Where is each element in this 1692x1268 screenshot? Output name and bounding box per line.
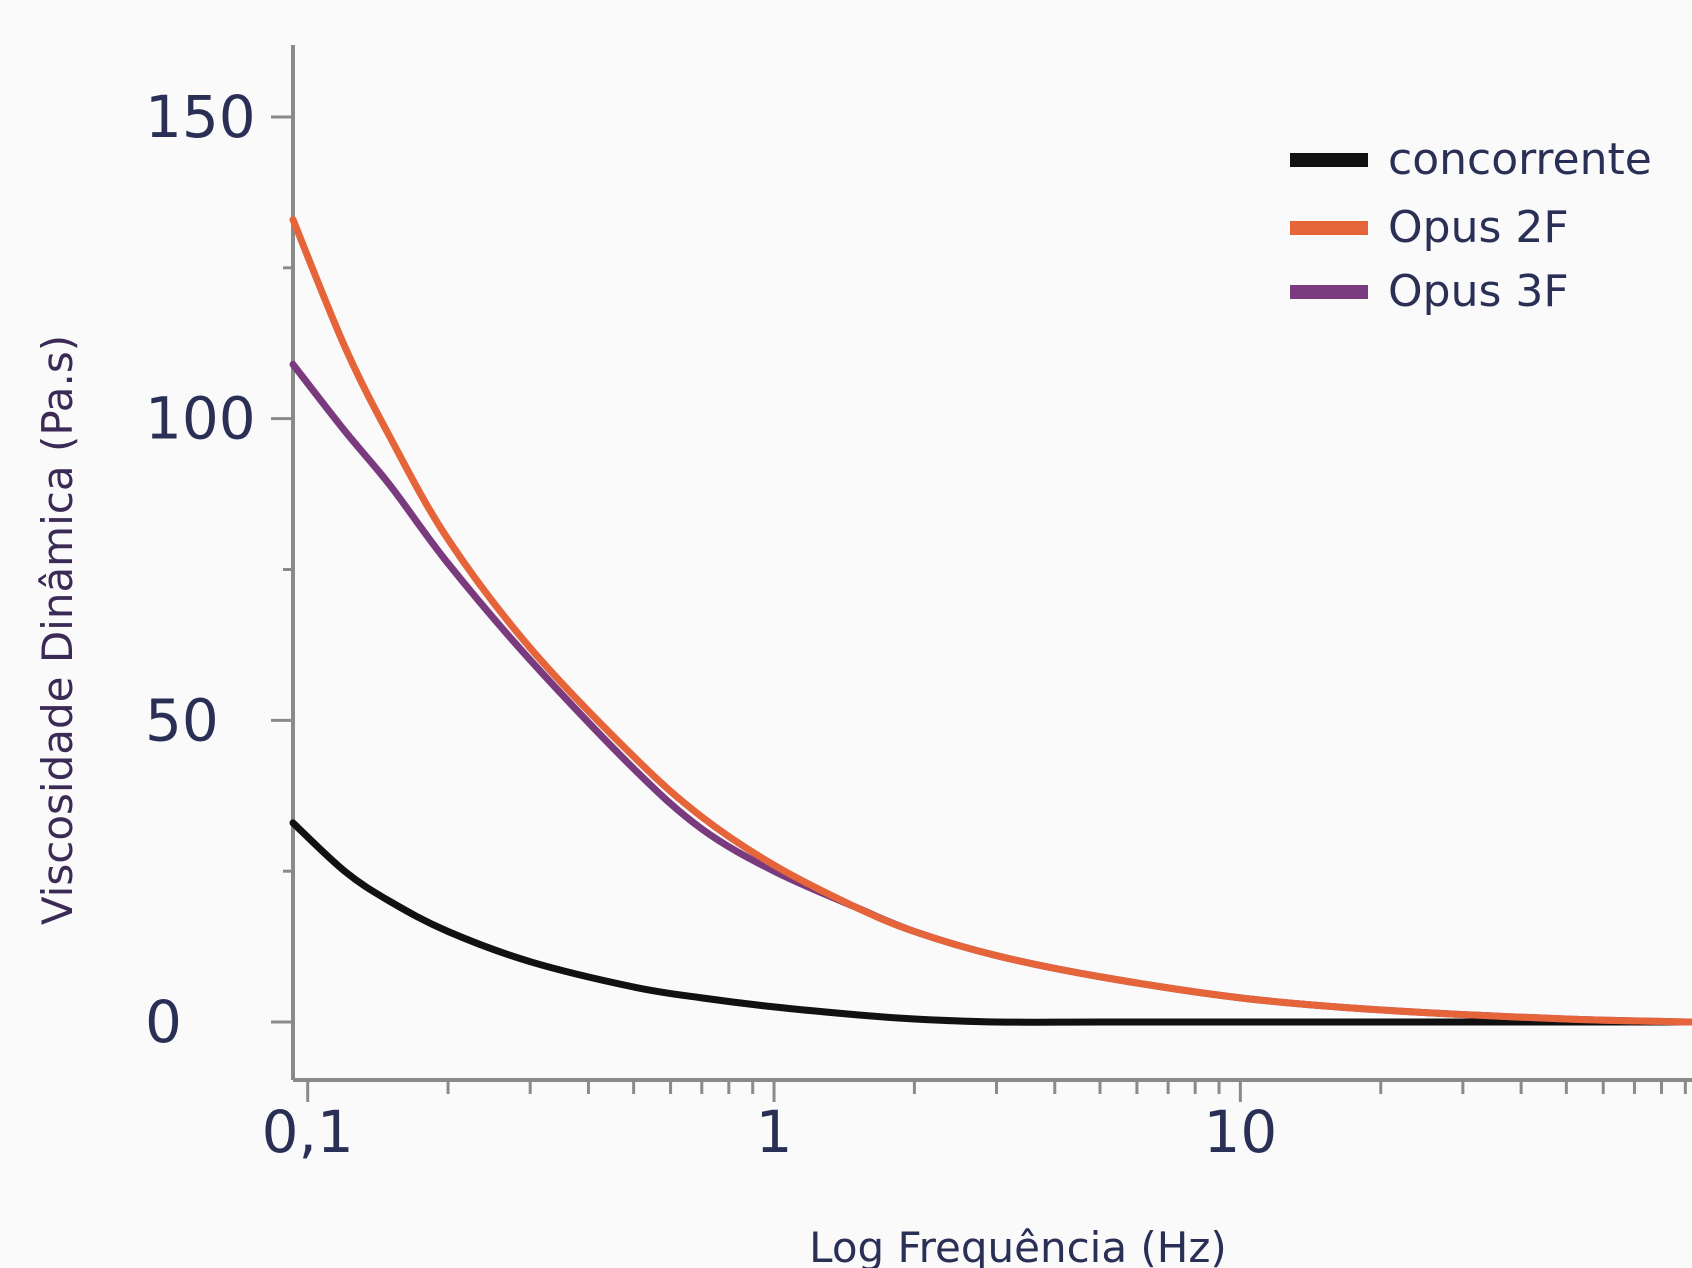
legend-item-concorrente: concorrente — [1290, 134, 1652, 185]
y-tick-label: 100 — [145, 385, 256, 453]
series-line-opus-3f — [289, 360, 1692, 1026]
x-tick-label: 0,1 — [262, 1098, 354, 1166]
legend-label-opus-2f: Opus 2F — [1388, 202, 1569, 253]
series-line-concorrente — [289, 819, 1692, 1026]
y-tick-label: 150 — [145, 83, 256, 151]
legend-label-concorrente: concorrente — [1388, 134, 1652, 185]
y-tick-label: 0 — [145, 988, 182, 1056]
legend-item-opus-2f: Opus 2F — [1290, 202, 1569, 253]
x-axis-title: Log Frequência (Hz) — [809, 1223, 1227, 1268]
legend: concorrente Opus 2F Opus 3F — [1290, 134, 1652, 317]
legend-label-opus-3f: Opus 3F — [1388, 266, 1569, 317]
y-tick-label: 50 — [145, 686, 219, 754]
series-line-opus-2f — [289, 216, 1692, 1026]
legend-item-opus-3f: Opus 3F — [1290, 266, 1569, 317]
x-tick-label: 10 — [1203, 1098, 1277, 1166]
x-tick-label: 1 — [756, 1098, 793, 1166]
x-axis-ticks: 0,1 1 10 — [262, 1080, 1687, 1166]
y-axis-ticks: 150 100 50 0 — [145, 83, 293, 1056]
series-lines — [289, 216, 1692, 1026]
y-axis-title: Viscosidade Dinâmica (Pa.s) — [33, 335, 82, 925]
